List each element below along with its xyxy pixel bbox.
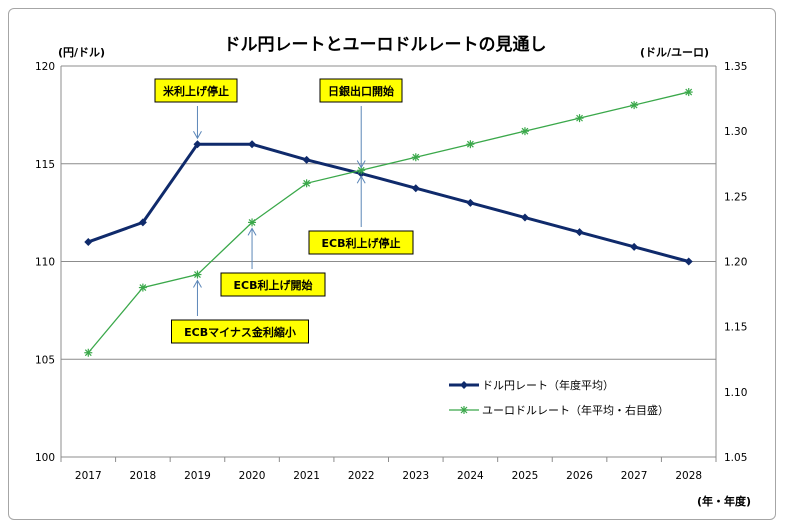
data-point-diamond [138, 218, 147, 227]
legend-label: ドル円レート（年度平均） [482, 378, 614, 392]
x-tick-label: 2025 [512, 470, 539, 482]
annotation-label: ECB利上げ停止 [322, 236, 401, 250]
annotation-arrowhead [193, 279, 202, 288]
annotation-label: 日銀出口開始 [328, 84, 394, 98]
y-left-tick-label: 110 [35, 257, 55, 269]
asterisk-stroke [466, 140, 474, 148]
asterisk-stroke [248, 218, 256, 226]
annotation-callout: ECBマイナス金利縮小 [171, 279, 309, 344]
data-point-diamond [684, 257, 693, 266]
asterisk-stroke [460, 406, 468, 414]
annotation-arrowhead [193, 130, 202, 140]
annotation-callout: ECB利上げ開始 [220, 227, 326, 297]
asterisk-stroke [685, 88, 693, 96]
x-tick-label: 2024 [457, 470, 484, 482]
data-point-asterisk [630, 101, 639, 110]
annotation-box [220, 272, 326, 297]
chart-title: ドル円レートとユーロドルレートの見通し [224, 35, 547, 55]
annotation-arrowhead [356, 175, 366, 184]
data-point-diamond [248, 140, 257, 149]
data-point-asterisk [460, 406, 468, 414]
legend-label: ユーロドルレート（年平均・右目盛） [482, 403, 669, 417]
y-left-tick-label: 115 [35, 159, 55, 171]
legend-layer: ドル円レート（年度平均） ユーロドルレート（年平均・右目盛） [449, 378, 669, 417]
data-point-asterisk [248, 218, 257, 227]
data-point-diamond [411, 184, 420, 193]
annotation-box [171, 319, 309, 344]
data-point-diamond [193, 140, 202, 149]
x-tick-label: 2022 [348, 470, 375, 482]
annotation-box [308, 230, 414, 255]
annotation-callout: 日銀出口開始 [319, 78, 403, 169]
annotation-box [154, 78, 238, 103]
x-tick-label: 2019 [184, 470, 211, 482]
y-left-tick-label: 100 [35, 452, 55, 464]
y-left-unit: (円/ドル) [58, 46, 105, 59]
data-point-asterisk [684, 88, 693, 97]
x-tick-label: 2023 [402, 470, 429, 482]
x-tick-label: 2028 [675, 470, 702, 482]
y-right-tick-label: 1.10 [724, 387, 747, 399]
y-left-tick-label: 105 [35, 354, 55, 366]
series-layer [84, 88, 693, 357]
data-point-diamond [630, 242, 639, 251]
x-unit: (年・年度) [697, 494, 751, 508]
annotation-callout: 米利上げ停止 [154, 78, 238, 140]
annotation-arrowhead [247, 227, 257, 236]
data-point-asterisk [575, 114, 584, 123]
x-tick-label: 2021 [293, 470, 320, 482]
data-point-diamond [302, 155, 311, 164]
data-point-diamond [84, 237, 93, 246]
legend-item: ユーロドルレート（年平均・右目盛） [449, 403, 669, 417]
grid-layer [61, 65, 716, 458]
asterisk-stroke [84, 349, 92, 357]
y-right-tick-label: 1.35 [724, 61, 747, 73]
series-line-1 [87, 142, 690, 263]
annotation-label: ECB利上げ開始 [234, 278, 313, 292]
data-point-asterisk [411, 153, 420, 162]
y-right-tick-label: 1.05 [724, 452, 747, 464]
annotation-box [319, 78, 403, 103]
x-tick-label: 2018 [130, 470, 157, 482]
annotation-label: 米利上げ停止 [162, 84, 229, 98]
annotation-layer: 米利上げ停止 日銀出口開始 ECB利上げ停止 ECB利上げ開始 ECBマイナス金利縮小 [154, 78, 414, 344]
asterisk-stroke [576, 114, 583, 122]
data-point-asterisk [466, 140, 475, 149]
asterisk-stroke [521, 127, 529, 135]
asterisk-stroke [194, 271, 201, 278]
data-point-diamond [575, 228, 584, 237]
data-point-diamond [520, 213, 529, 222]
asterisk-stroke [630, 101, 638, 109]
asterisk-stroke [303, 179, 311, 187]
data-point-asterisk [84, 348, 93, 357]
series-line-2 [87, 91, 689, 354]
y-right-tick-label: 1.25 [724, 191, 747, 203]
y-right-tick-label: 1.15 [724, 322, 747, 334]
x-tick-label: 2026 [566, 470, 593, 482]
y-right-tick-label: 1.30 [724, 126, 747, 138]
y-right-unit: (ドル/ユーロ) [640, 46, 709, 59]
legend-item: ドル円レート（年度平均） [449, 378, 614, 392]
data-point-diamond [460, 381, 468, 389]
y-right-tick-label: 1.20 [724, 257, 747, 269]
annotation-label: ECBマイナス金利縮小 [184, 325, 296, 339]
data-point-asterisk [302, 179, 311, 188]
asterisk-stroke [357, 166, 365, 174]
x-tick-label: 2017 [75, 470, 102, 482]
annotation-arrowhead [356, 160, 366, 169]
data-point-asterisk [520, 127, 529, 136]
y-left-tick-label: 120 [35, 61, 55, 73]
data-point-asterisk [193, 270, 202, 279]
asterisk-stroke [412, 153, 420, 161]
x-tick-label: 2027 [621, 470, 648, 482]
data-point-diamond [466, 198, 475, 207]
annotation-callout: ECB利上げ停止 [308, 175, 414, 255]
axis-layer: 100 105 110 115 120 1.05 1.10 1.15 1.20 1.25 1.30 1… [35, 61, 747, 482]
x-tick-label: 2020 [239, 470, 266, 482]
asterisk-stroke [139, 284, 147, 291]
data-point-asterisk [138, 283, 147, 292]
